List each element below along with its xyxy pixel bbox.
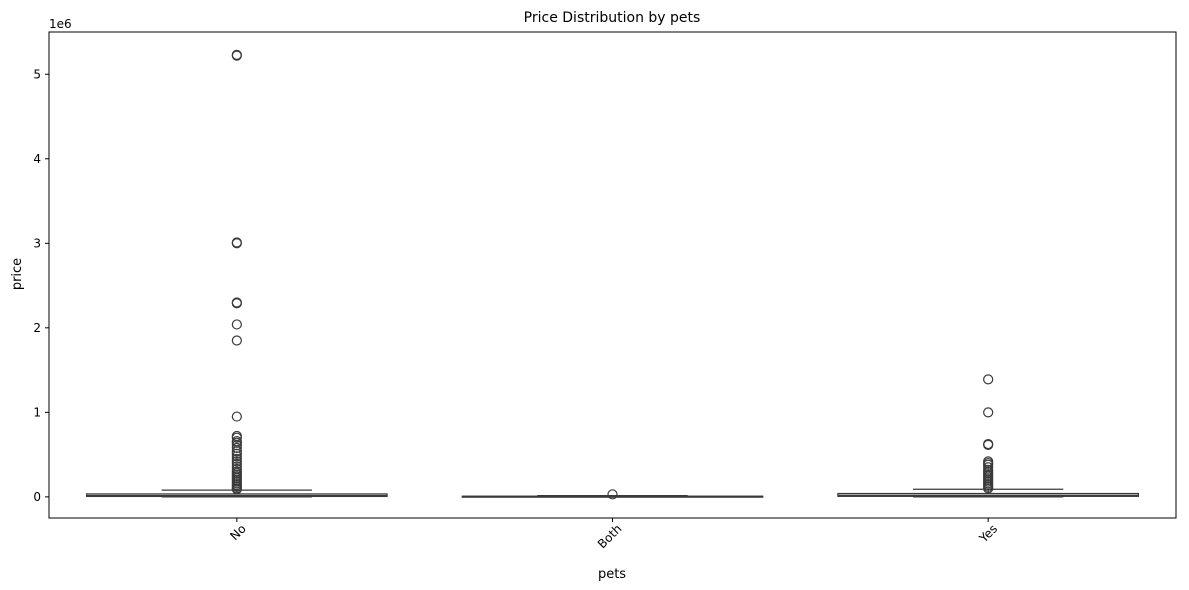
box-group [837, 374, 1140, 498]
x-tick-label: No [227, 522, 248, 543]
outlier-point [231, 484, 242, 495]
outlier-point [231, 448, 242, 459]
y-axis: 0 1 2 3 4 5 [33, 67, 49, 504]
outlier-point [231, 411, 242, 422]
y-tick-label: 1 [33, 405, 41, 419]
box-group [85, 49, 388, 498]
y-scale-label: 1e6 [49, 17, 72, 31]
outlier-point [983, 407, 994, 418]
x-axis-label: pets [598, 567, 626, 582]
outlier-point [231, 453, 242, 464]
outlier-point [231, 319, 242, 330]
outlier-point [983, 483, 994, 494]
y-tick-label: 5 [33, 67, 41, 81]
outlier-point [983, 439, 994, 450]
y-tick-label: 4 [33, 152, 41, 166]
x-axis: No Both Yes [227, 518, 1000, 551]
outlier-point [983, 374, 994, 385]
y-tick-label: 3 [33, 236, 41, 250]
outlier-point [231, 432, 242, 443]
outlier-point [231, 335, 242, 346]
outlier-point [231, 238, 242, 249]
y-tick-label: 0 [33, 490, 41, 504]
outlier-point [231, 298, 242, 309]
plot-frame [48, 31, 1177, 519]
box-group [461, 489, 764, 500]
y-tick-label: 2 [33, 321, 41, 335]
x-tick-label: Yes [976, 522, 1000, 546]
outlier-point [231, 446, 242, 457]
outlier-point [231, 456, 242, 467]
x-tick-label: Both [595, 522, 625, 552]
outlier-point [231, 50, 242, 61]
outlier-point [607, 489, 618, 500]
plot-area [48, 31, 1177, 519]
chart-title: Price Distribution by pets [524, 10, 701, 26]
outlier-point [231, 451, 242, 462]
y-axis-label: price [10, 258, 25, 290]
